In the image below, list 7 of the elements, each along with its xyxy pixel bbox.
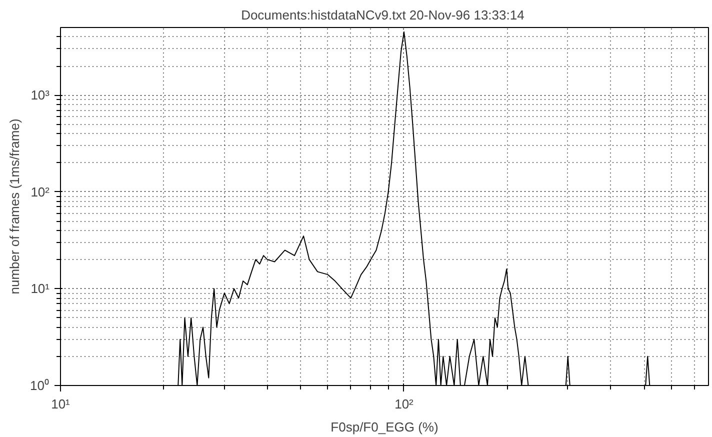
y-tick-label: 10³: [30, 88, 50, 103]
y-tick-label: 10⁰: [30, 378, 50, 393]
y-axis-title: number of frames (1ms/frame): [7, 118, 22, 294]
x-axis-title: F0sp/F0_EGG (%): [330, 420, 438, 434]
chart-title: Documents:histdataNCv9.txt 20-Nov-96 13:33:14: [241, 8, 524, 22]
y-tick-label: 10²: [30, 184, 50, 200]
y-tick-label: 10¹: [30, 281, 50, 296]
